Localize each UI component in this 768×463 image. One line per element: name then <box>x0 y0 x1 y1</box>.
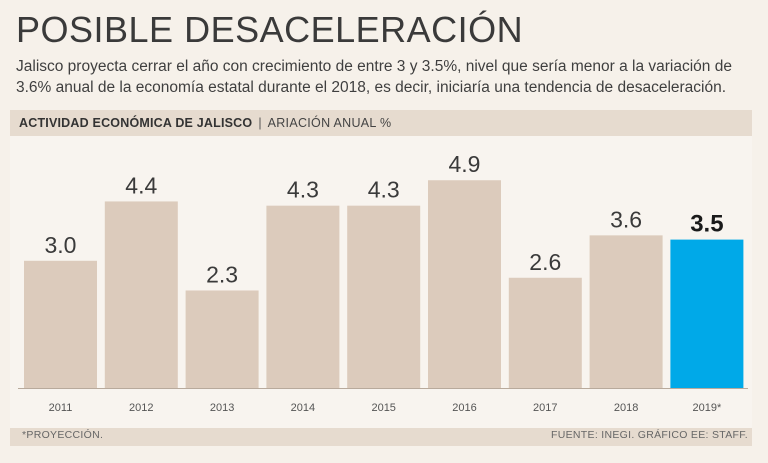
bar-2014 <box>266 205 340 388</box>
value-label-2013: 2.3 <box>206 261 238 287</box>
category-label-2012: 2012 <box>129 402 153 414</box>
bar-2012 <box>104 201 178 388</box>
footer-band: *PROYECCIÓN. FUENTE: INEGI. GRÁFICO EE: … <box>10 428 752 446</box>
value-label-2011: 3.0 <box>45 232 77 258</box>
category-label-2015: 2015 <box>371 402 395 414</box>
chart-area: 3.0 2011 4.4 2012 2.3 2013 4.3 2014 4.3 2015 4.9 20… <box>10 136 752 428</box>
category-label-2019*: 2019* <box>693 402 722 414</box>
bar-2011 <box>24 260 97 388</box>
value-label-2012: 4.4 <box>125 172 157 198</box>
category-label-2018: 2018 <box>614 402 638 414</box>
category-label-2014: 2014 <box>291 402 315 414</box>
chart-title-separator: | <box>258 116 262 130</box>
bar-chart: 3.0 2011 4.4 2012 2.3 2013 4.3 2014 4.3 2015 4.9 20… <box>18 151 748 414</box>
bar-2013 <box>185 290 259 388</box>
subtitle: Jalisco proyecta cerrar el año con creci… <box>16 58 732 96</box>
value-label-2016: 4.9 <box>449 151 481 177</box>
projection-note: *PROYECCIÓN. <box>22 429 104 441</box>
bar-2015 <box>347 205 421 388</box>
value-label-2014: 4.3 <box>287 177 319 203</box>
chart-unit-label: ARIACIÓN ANUAL % <box>267 116 392 130</box>
headline: POSIBLE DESACELERACIÓN <box>16 9 524 50</box>
value-label-2017: 2.6 <box>529 249 561 275</box>
chart-title: ACTIVIDAD ECONÓMICA DE JALISCO <box>19 116 253 130</box>
bar-2019* <box>670 239 744 388</box>
value-label-2015: 4.3 <box>368 177 400 203</box>
source-credit: FUENTE: INEGI. GRÁFICO EE: STAFF. <box>551 429 748 441</box>
value-label-2019*: 3.5 <box>690 211 723 238</box>
bar-2018 <box>589 235 663 388</box>
bar-2017 <box>508 277 582 388</box>
category-label-2013: 2013 <box>210 402 234 414</box>
value-label-2018: 3.6 <box>610 206 642 232</box>
category-label-2016: 2016 <box>452 402 476 414</box>
bar-2016 <box>428 180 501 388</box>
chart-header-band: ACTIVIDAD ECONÓMICA DE JALISCO | ARIACIÓ… <box>10 110 752 136</box>
category-label-2017: 2017 <box>533 402 557 414</box>
category-label-2011: 2011 <box>49 402 73 414</box>
